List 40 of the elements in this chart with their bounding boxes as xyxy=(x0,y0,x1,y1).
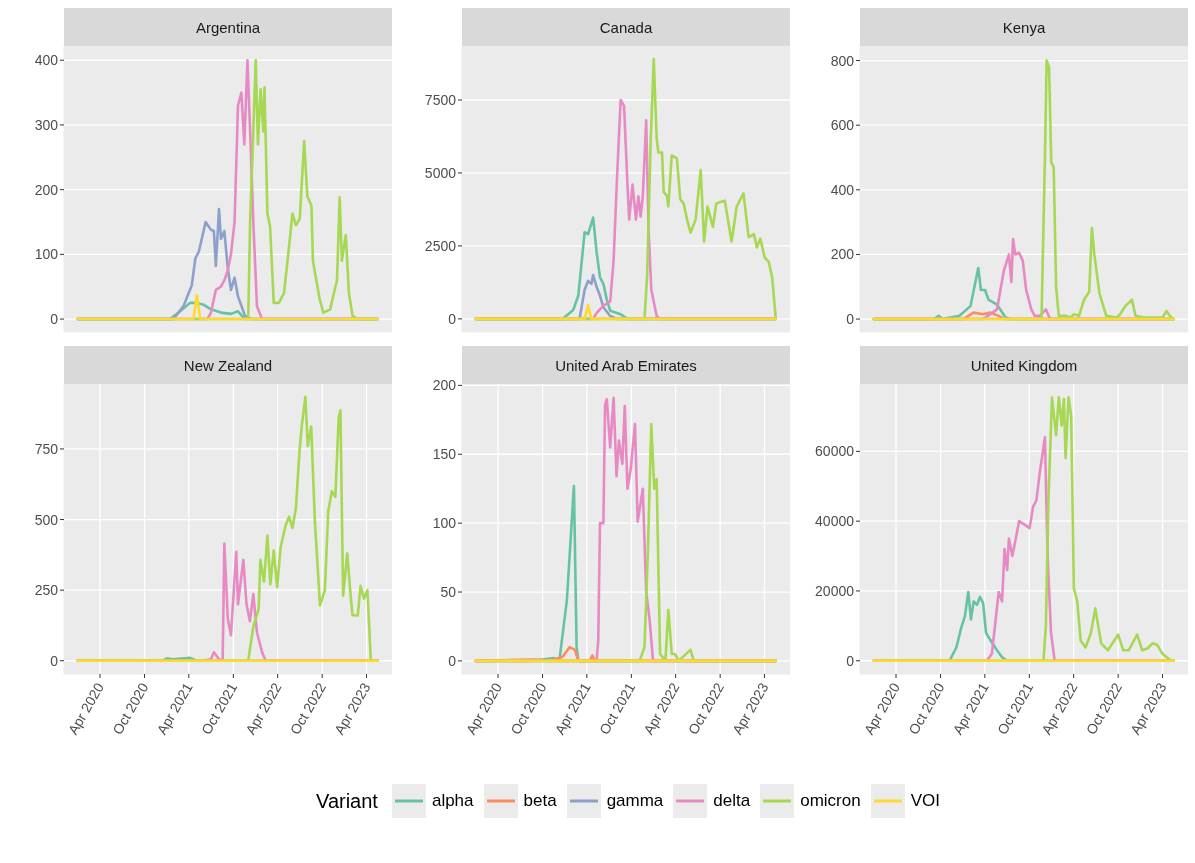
legend-label: VOI xyxy=(910,791,940,811)
legend-label: gamma xyxy=(606,791,664,811)
y-tick-label: 100 xyxy=(432,515,457,532)
y-tick-label: 800 xyxy=(830,52,855,69)
y-tick-label: 7500 xyxy=(424,91,457,108)
y-tick-label: 0 xyxy=(50,652,59,669)
y-tick-label: 5000 xyxy=(424,164,457,181)
chart-title: Kenya xyxy=(860,8,1188,46)
y-tick-label: 0 xyxy=(846,652,855,669)
y-tick-label: 40000 xyxy=(815,513,855,530)
y-tick-label: 750 xyxy=(34,440,59,457)
legend-title: Variant xyxy=(316,789,378,813)
chart-title: Canada xyxy=(462,8,790,46)
y-tick-label: 200 xyxy=(432,377,457,394)
chart-title: Argentina xyxy=(64,8,392,46)
chart-title: United Kingdom xyxy=(860,346,1188,384)
y-tick-label: 0 xyxy=(448,652,457,669)
y-tick-label: 250 xyxy=(34,582,59,599)
y-tick-label: 500 xyxy=(34,511,59,528)
y-tick-label: 200 xyxy=(34,181,59,198)
legend-label: delta xyxy=(713,791,751,811)
chart-title: United Arab Emirates xyxy=(462,346,790,384)
y-tick-label: 300 xyxy=(34,116,59,133)
legend-label: beta xyxy=(523,791,557,811)
y-tick-label: 400 xyxy=(830,181,855,198)
y-tick-label: 600 xyxy=(830,117,855,134)
y-tick-label: 0 xyxy=(50,311,59,328)
y-tick-label: 150 xyxy=(432,446,457,463)
y-tick-label: 2500 xyxy=(424,237,457,254)
y-tick-label: 100 xyxy=(34,246,59,263)
y-tick-label: 20000 xyxy=(815,582,855,599)
y-tick-label: 50 xyxy=(440,584,457,600)
y-tick-label: 400 xyxy=(34,52,59,69)
legend-label: omicron xyxy=(800,791,861,811)
y-tick-label: 60000 xyxy=(815,443,855,460)
y-tick-label: 0 xyxy=(448,310,457,327)
y-tick-label: 0 xyxy=(846,311,855,328)
legend-label: alpha xyxy=(431,791,474,811)
y-tick-label: 200 xyxy=(830,246,855,263)
chart-title: New Zealand xyxy=(64,346,392,384)
